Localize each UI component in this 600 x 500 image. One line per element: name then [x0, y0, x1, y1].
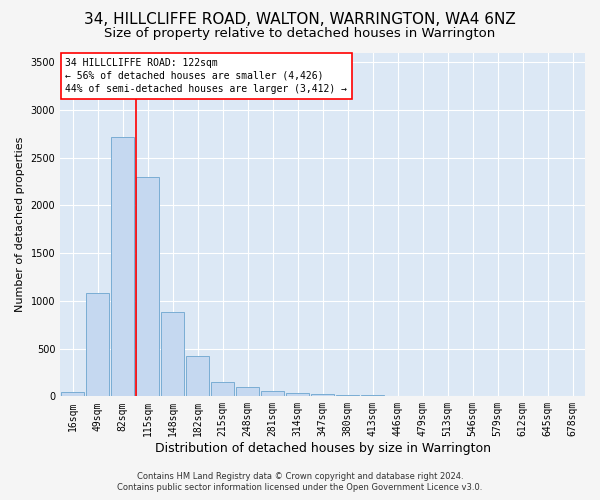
Bar — [236, 387, 259, 396]
Bar — [61, 392, 84, 396]
Text: Size of property relative to detached houses in Warrington: Size of property relative to detached ho… — [104, 28, 496, 40]
Bar — [286, 392, 309, 396]
Text: Contains HM Land Registry data © Crown copyright and database right 2024.
Contai: Contains HM Land Registry data © Crown c… — [118, 472, 482, 492]
Bar — [112, 136, 134, 396]
Bar — [136, 176, 159, 396]
Y-axis label: Number of detached properties: Number of detached properties — [15, 136, 25, 312]
Text: 34 HILLCLIFFE ROAD: 122sqm
← 56% of detached houses are smaller (4,426)
44% of s: 34 HILLCLIFFE ROAD: 122sqm ← 56% of deta… — [65, 58, 347, 94]
Bar — [86, 293, 109, 397]
Text: 34, HILLCLIFFE ROAD, WALTON, WARRINGTON, WA4 6NZ: 34, HILLCLIFFE ROAD, WALTON, WARRINGTON,… — [84, 12, 516, 28]
Bar — [161, 312, 184, 396]
X-axis label: Distribution of detached houses by size in Warrington: Distribution of detached houses by size … — [155, 442, 491, 455]
Bar — [262, 390, 284, 396]
Bar — [211, 382, 234, 396]
Bar — [187, 356, 209, 397]
Bar — [337, 395, 359, 396]
Bar — [311, 394, 334, 396]
